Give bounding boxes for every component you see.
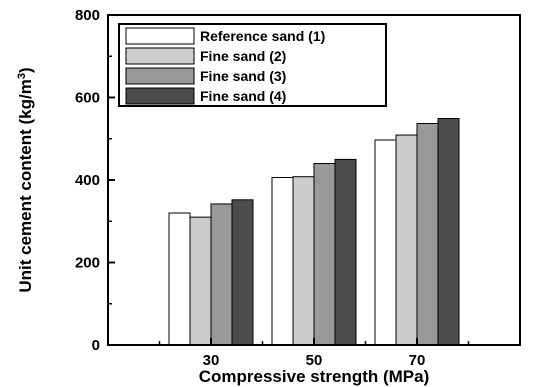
y-tick-label: 600 bbox=[75, 90, 100, 107]
bar bbox=[231, 199, 254, 346]
legend-label: Reference sand (1) bbox=[200, 28, 325, 44]
y-axis-title-main: Unit cement content (kg/m bbox=[16, 79, 35, 292]
bar bbox=[313, 163, 336, 346]
x-tick-label: 30 bbox=[203, 352, 220, 369]
legend-swatch bbox=[125, 47, 195, 65]
bar bbox=[292, 176, 315, 346]
legend-label: Fine sand (3) bbox=[200, 68, 286, 84]
bars-layer bbox=[168, 118, 460, 346]
bar bbox=[374, 139, 397, 346]
bar bbox=[416, 122, 439, 346]
legend-swatch bbox=[125, 87, 195, 105]
bar bbox=[189, 216, 212, 346]
y-tick-label: 400 bbox=[75, 172, 100, 189]
y-tick-label: 200 bbox=[75, 255, 100, 272]
bar bbox=[437, 118, 460, 346]
x-tick-label: 70 bbox=[409, 352, 426, 369]
x-axis-title: Compressive strength (MPa) bbox=[199, 367, 430, 386]
y-axis-title-close: ) bbox=[16, 67, 35, 73]
y-axis: 0 200 400 600 800 bbox=[75, 7, 115, 354]
y-axis-title-sup: 3 bbox=[16, 73, 28, 79]
y-axis-title: Unit cement content (kg/m3) bbox=[16, 67, 35, 292]
bar bbox=[210, 203, 233, 346]
bar bbox=[334, 158, 357, 346]
x-axis: 30 50 70 bbox=[158, 338, 470, 369]
y-tick-label: 0 bbox=[92, 337, 100, 354]
bar bbox=[168, 212, 191, 346]
legend-label: Fine sand (2) bbox=[200, 48, 286, 64]
legend-swatch bbox=[125, 67, 195, 85]
legend-swatch bbox=[125, 27, 195, 45]
legend: Reference sand (1) Fine sand (2) Fine sand… bbox=[118, 23, 387, 107]
legend-label: Fine sand (4) bbox=[200, 88, 286, 104]
y-tick-label: 800 bbox=[75, 7, 100, 24]
x-tick-label: 50 bbox=[306, 352, 323, 369]
bar bbox=[271, 177, 294, 346]
bar bbox=[395, 134, 418, 346]
